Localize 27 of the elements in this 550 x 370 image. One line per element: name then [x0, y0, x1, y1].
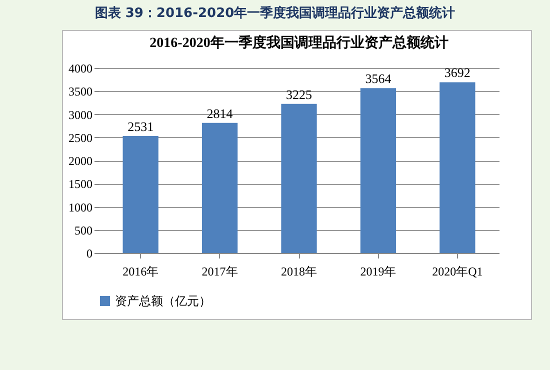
y-tick-label: 2500: [68, 130, 92, 145]
x-tick-label: 2019年: [360, 264, 396, 278]
y-tick-label: 2000: [68, 154, 92, 168]
bar: [440, 82, 476, 253]
y-tick-label: 3000: [68, 108, 92, 122]
y-tick-label: 3500: [68, 84, 92, 99]
x-tick-label: 2020年Q1: [432, 264, 483, 278]
bar: [360, 88, 396, 253]
data-label: 3692: [444, 65, 470, 80]
y-tick-label: 500: [74, 223, 92, 238]
chart-subtitle: 2016-2020年一季度我国调理品行业资产总额统计: [150, 34, 448, 51]
legend-label: 资产总额（亿元）: [115, 294, 211, 308]
data-label: 3564: [365, 71, 392, 86]
y-tick-label: 0: [86, 246, 92, 260]
y-tick-label: 1000: [68, 200, 92, 214]
x-tick-label: 2016年: [122, 264, 159, 278]
bar: [281, 104, 317, 253]
data-label: 2531: [128, 118, 154, 134]
chart-title: 图表 39：2016-2020年一季度我国调理品行业资产总额统计: [94, 4, 456, 23]
x-tick-label: 2018年: [281, 264, 317, 278]
data-label: 2814: [206, 106, 234, 121]
y-tick-label: 4000: [68, 62, 92, 76]
bar: [122, 136, 158, 253]
y-tick-label: 1500: [68, 177, 92, 192]
bar: [202, 122, 238, 253]
x-tick-label: 2017年: [202, 264, 238, 278]
data-label: 3225: [286, 86, 312, 102]
